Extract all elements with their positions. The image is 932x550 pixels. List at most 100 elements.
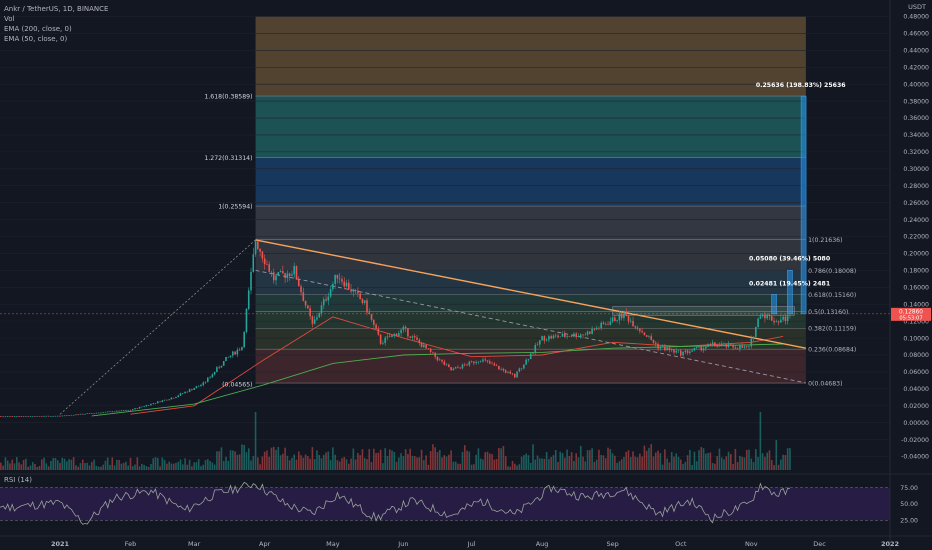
candle-body [81,413,84,415]
volume-bar [477,448,480,470]
extension-zone-1 [255,206,806,240]
volume-bar [434,447,437,470]
candle-body [752,336,755,339]
volume-bar [527,455,530,470]
candle-body [457,367,459,368]
candle-body [579,334,582,337]
ema50-legend[interactable]: EMA (50, close, 0) [4,35,68,43]
volume-bar [418,457,421,470]
candle-body [309,308,311,317]
candle-body [564,333,566,337]
candle-body [693,347,696,351]
fib-zone-1 [255,239,806,271]
candle-body [113,411,116,413]
volume-bar [691,465,693,470]
volume-bar [238,454,241,470]
candle-body [416,337,418,340]
volume-bar [341,458,343,470]
volume-bar [516,465,518,470]
candle-body [393,333,396,335]
target-label: 0.02481 (19.45%) 2481 [749,280,830,287]
volume-bar [54,458,57,470]
symbol-title[interactable]: Ankr / TetherUS, 1D, BINANCE [4,5,109,13]
candle-body [15,416,18,417]
candle-body [141,406,143,408]
volume-bar [639,453,641,470]
candle-body [723,343,725,345]
volume-bar [714,463,716,470]
candle-body [241,347,243,351]
volume-legend[interactable]: Vol [4,15,15,23]
volume-bar [263,451,266,470]
price-tick-label: 0.26000 [903,200,929,207]
candle-body [461,364,464,369]
volume-bar [479,458,482,470]
rsi-tick-label: 50.00 [900,501,918,508]
candle-body [627,315,630,322]
candle-body [232,351,234,356]
volume-bar [175,462,177,470]
candle-body [648,336,650,337]
candle-body [373,319,375,325]
volume-bar [145,466,148,470]
price-tick-label: 0.24000 [903,217,929,224]
candle-body [543,336,546,341]
volume-bar [620,459,623,470]
range-box [612,306,795,316]
candle-body [320,305,323,314]
candle-body [761,314,764,317]
volume-bar [261,456,264,470]
volume-bar [454,461,457,470]
volume-bar [695,461,698,470]
rsi-legend[interactable]: RSI (14) [4,476,32,484]
candle-body [136,408,139,409]
candle-body [450,367,452,371]
candle-body [423,344,425,348]
volume-bar [438,450,441,470]
volume-bar [625,451,628,470]
ema200-legend[interactable]: EMA (200, close, 0) [4,25,72,33]
candle-body [539,340,541,345]
candle-body [284,273,286,278]
volume-bar [170,463,173,470]
countdown-value: 05:53:07 [899,315,922,321]
volume-bar [368,449,371,470]
volume-bar [491,454,493,470]
candle-body [725,343,728,348]
volume-bar [425,455,427,470]
volume-bar [616,462,618,470]
volume-bar [222,461,225,470]
candle-body [368,312,371,315]
candle-body [229,355,232,357]
volume-bar [79,463,82,470]
volume-bar [543,458,546,470]
volume-bar [109,464,111,470]
candle-body [216,367,218,372]
volume-bar [259,464,261,470]
price-tick-label: 0.32000 [903,149,929,156]
candle-body [391,334,393,338]
candle-body [566,336,568,337]
volume-bar [566,449,568,470]
candle-body [66,415,68,416]
volume-bar [539,458,541,470]
volume-bar [782,454,784,470]
price-tick-label: -0.04000 [901,454,929,461]
candle-body [184,391,186,394]
price-tick-label: 0.48000 [903,14,929,21]
volume-bar [602,455,605,470]
volume-bar [561,452,564,470]
volume-bar [127,465,130,470]
volume-bar [100,466,102,470]
candle-body [304,300,307,306]
volume-bar [136,457,139,470]
volume-bar [595,459,598,470]
candle-body [354,289,357,291]
price-tick-label: 0.34000 [903,132,929,139]
candle-body [673,349,675,353]
volume-bar [50,460,52,470]
volume-bar [409,448,411,470]
candle-body [500,368,502,370]
candle-body [116,410,118,412]
